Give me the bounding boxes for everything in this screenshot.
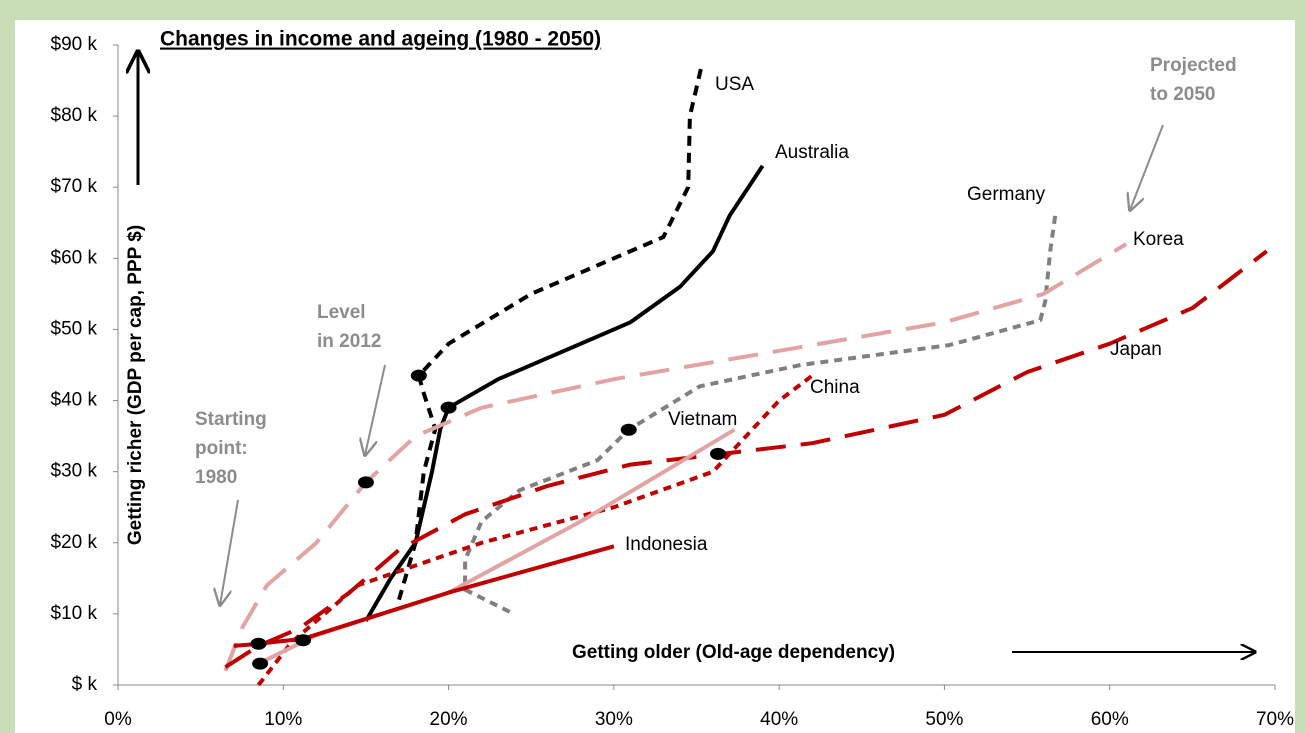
marker	[252, 657, 269, 670]
plot-background	[15, 20, 1295, 733]
x-tick-label: 60%	[1091, 709, 1129, 730]
series-line	[223, 242, 1128, 672]
y-tick-label: $40 k	[51, 390, 98, 411]
y-tick-label: $ k	[72, 674, 98, 695]
annotation-arrow	[1130, 124, 1164, 210]
annotation-arrow	[220, 499, 239, 605]
series-line	[256, 374, 814, 687]
x-tick-label: 20%	[430, 709, 468, 730]
annotation: in 2012	[317, 331, 381, 352]
series-label: Indonesia	[625, 534, 708, 555]
y-tick-label: $10 k	[51, 603, 98, 624]
annotation: to 2050	[1150, 84, 1215, 105]
axes: $ k $10 k $20 k $30 k $40 k $50 k $60 k $70 k $8…	[51, 34, 1295, 730]
x-axis-label: Getting older (Old-age dependency)	[572, 642, 895, 663]
marker	[250, 637, 267, 650]
x-tick-label: 70%	[1256, 709, 1294, 730]
series-label: Japan	[1110, 339, 1162, 360]
series-label: Germany	[967, 184, 1046, 205]
annotation: Level	[317, 302, 366, 323]
labels: USA Australia Germany Korea Japan China Vietna…	[195, 55, 1237, 555]
marker	[295, 634, 312, 647]
x-tick-label: 10%	[264, 709, 302, 730]
marker	[410, 369, 427, 382]
y-tick-label: $90 k	[51, 34, 98, 55]
y-tick-label: $30 k	[51, 461, 98, 482]
y-tick-label: $60 k	[51, 247, 98, 268]
series-lines	[223, 65, 1268, 687]
annotation: 1980	[195, 467, 237, 488]
series-label: China	[810, 377, 860, 398]
series-line	[463, 215, 1058, 614]
x-tick-label: 0%	[104, 709, 132, 730]
title-background	[150, 22, 760, 54]
marker	[440, 401, 457, 414]
y-tick-label: $50 k	[51, 318, 98, 339]
x-tick-label: 30%	[595, 709, 633, 730]
x-tick-label: 50%	[925, 709, 963, 730]
x-tick-label: 40%	[760, 709, 798, 730]
series-label: Australia	[775, 142, 849, 163]
y-tick-label: $20 k	[51, 532, 98, 553]
series-label: USA	[715, 74, 754, 95]
annotation-arrow	[365, 364, 386, 455]
chart-title: Changes in income and ageing (1980 - 205…	[160, 28, 601, 51]
y-tick-label: $80 k	[51, 105, 98, 126]
series-label: Vietnam	[668, 409, 737, 430]
annotation: point:	[195, 438, 248, 459]
y-axis-label: Getting richer (GDP per cap, PPP $)	[125, 225, 146, 545]
marker	[357, 476, 374, 489]
series-line	[224, 249, 1268, 669]
marker	[709, 447, 726, 460]
annotation: Starting	[195, 409, 267, 430]
annotation: Projected	[1150, 55, 1237, 76]
series-line	[397, 65, 704, 601]
marker	[620, 423, 637, 436]
y-tick-label: $70 k	[51, 176, 98, 197]
series-label: Korea	[1133, 229, 1184, 250]
